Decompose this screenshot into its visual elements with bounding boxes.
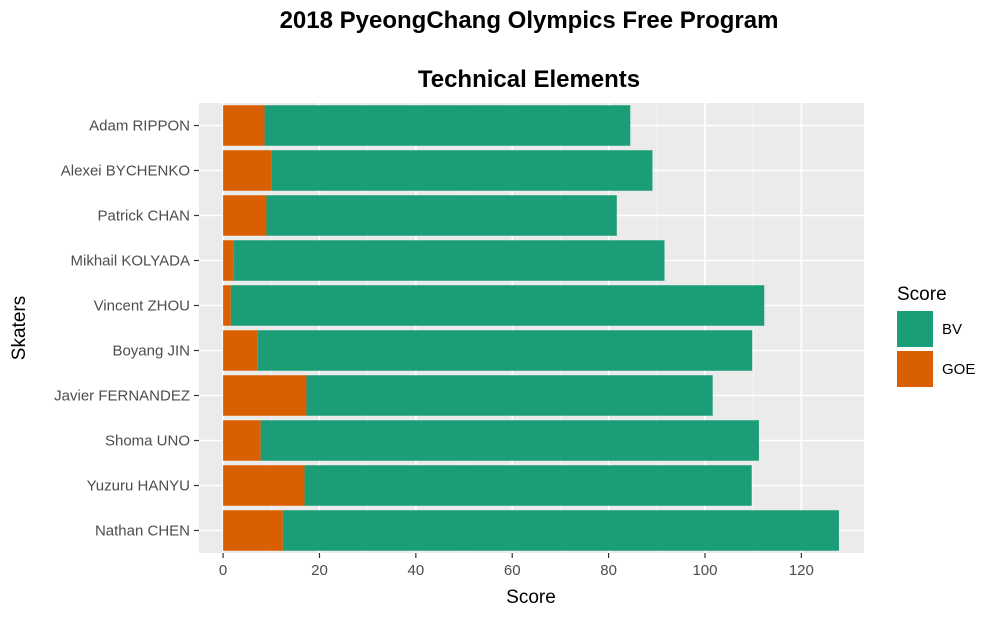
legend-key-goe [897,351,933,387]
x-tick-label: 100 [692,562,717,579]
bar-bv [260,420,759,461]
bar-goe [223,285,231,326]
x-tick-label: 120 [789,562,814,579]
y-tick-label: Boyang JIN [112,343,190,360]
legend-key-bv [897,311,933,347]
x-tick-label: 60 [504,562,521,579]
y-tick-label: Adam RIPPON [89,118,190,135]
y-tick-label: Shoma UNO [105,433,190,450]
x-tick-label: 40 [408,562,425,579]
chart-subtitle: Technical Elements [418,66,640,93]
bar-goe [223,375,307,416]
y-axis-title: Skaters [9,296,30,360]
x-axis: 0 20 40 60 80 100 120 [219,553,814,579]
bar-bv [282,510,839,551]
bar-bv [306,375,713,416]
bar-goe [223,105,265,146]
legend-label-bv: BV [942,321,962,338]
bar-bv [264,105,631,146]
bar-bv [230,285,765,326]
y-tick-label: Mikhail KOLYADA [71,253,190,270]
bar-bv [266,195,617,236]
y-axis: Adam RIPPON Alexei BYCHENKO Patrick CHAN Mi… [54,118,199,540]
y-tick-label: Nathan CHEN [95,523,190,540]
bar-bv [304,465,752,506]
bar-bv [271,150,653,191]
x-axis-title: Score [506,587,556,608]
x-tick-label: 80 [600,562,617,579]
y-tick-label: Yuzuru HANYU [87,478,190,495]
bar-goe [223,240,234,281]
bars [223,105,839,551]
y-tick-label: Alexei BYCHENKO [61,163,190,180]
legend: Score BV GOE [897,284,975,387]
bar-goe [223,420,261,461]
bar-bv [233,240,665,281]
y-tick-label: Patrick CHAN [97,208,190,225]
y-tick-label: Vincent ZHOU [94,298,190,315]
bar-goe [223,465,305,506]
bar-goe [223,150,272,191]
legend-label-goe: GOE [942,361,975,378]
chart-title: 2018 PyeongChang Olympics Free Program [280,7,779,34]
bar-goe [223,330,258,371]
bar-goe [223,510,283,551]
legend-title: Score [897,284,947,305]
y-tick-label: Javier FERNANDEZ [54,388,190,405]
bar-bv [257,330,753,371]
x-tick-label: 20 [311,562,328,579]
bar-goe [223,195,267,236]
x-tick-label: 0 [219,562,227,579]
